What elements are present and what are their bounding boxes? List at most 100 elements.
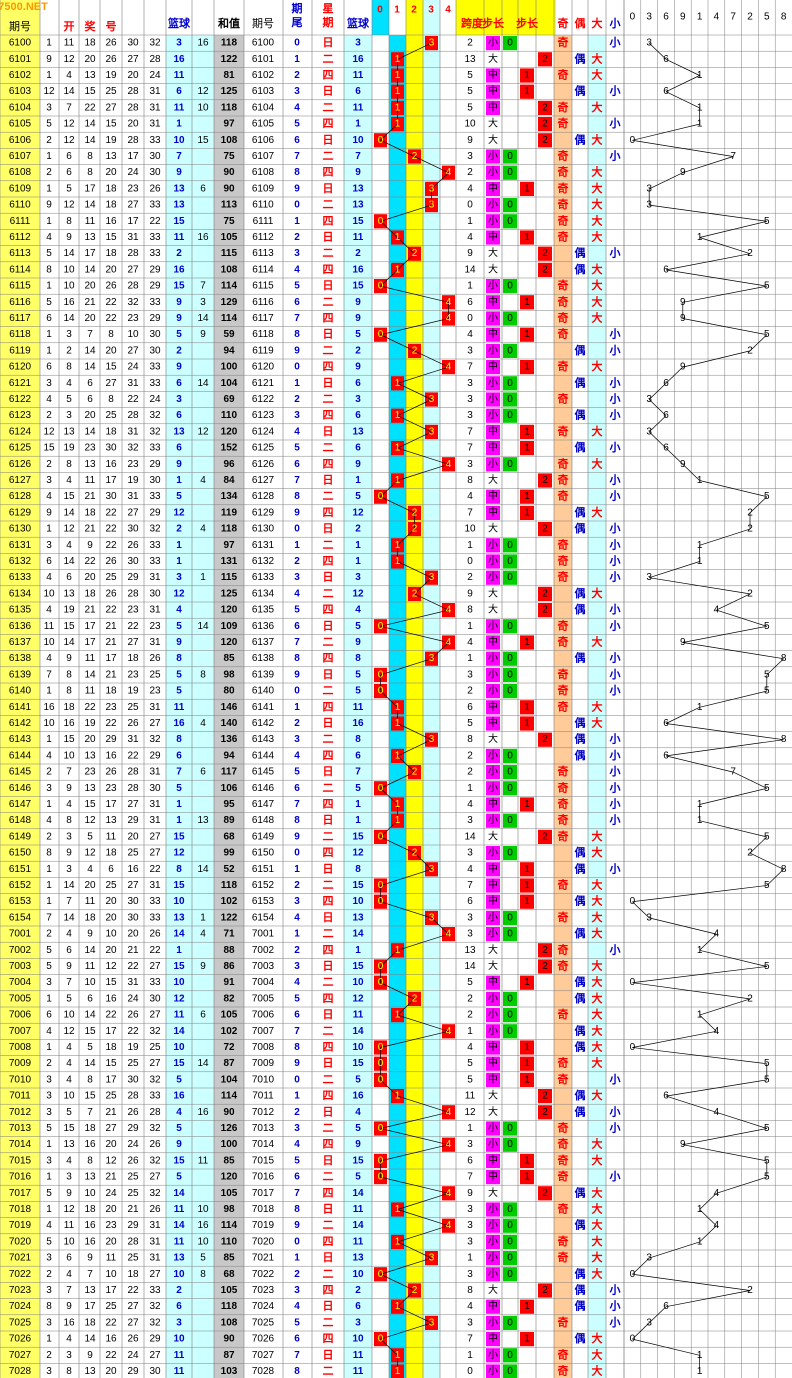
order-trend-line [699, 949, 767, 967]
step-marker-label: 0 [507, 1366, 513, 1377]
step-marker [503, 36, 517, 51]
row-ball: 28 [127, 248, 139, 259]
row-tail: 2 [294, 232, 300, 243]
step-marker-label: 2 [542, 524, 548, 535]
digit-marker-label: 1 [395, 1301, 401, 1312]
table-row: 6145 2 7 23 26 28 31 7 6 117 6145 5 日 7 2 2 小 0 奇小 7 [9, 764, 737, 778]
table-row: 6115 1 10 20 26 28 29 15 7 114 6115 5 日 15 0 1 小 0 奇大 5 [9, 278, 770, 292]
even-mark: 偶 [575, 1185, 586, 1199]
odd-mark: 奇 [558, 570, 569, 584]
order-marker: 5 [764, 329, 770, 340]
digit-trend-line [397, 431, 432, 449]
table-row: 6117 6 14 20 22 23 29 9 14 114 6117 7 四 9 4 0 小 0 奇大 9 [9, 311, 686, 325]
row-ball: 20 [84, 313, 96, 324]
step-marker-label: 0 [507, 669, 513, 680]
row-ball: 9 [66, 848, 72, 859]
row-ball: 4 [46, 750, 52, 761]
digit-trend-line [397, 1192, 449, 1210]
row-ball: 29 [127, 572, 139, 583]
row-basketball-tail: 5 [355, 491, 361, 502]
digit-marker-label: 3 [429, 1317, 435, 1328]
header-weekday: 星 [323, 2, 334, 15]
header-order-digit: 8 [781, 12, 787, 23]
row-ball: 25 [127, 1172, 139, 1183]
order-marker: 2 [747, 524, 753, 535]
row-ball: 5 [46, 1236, 52, 1247]
row-ball: 2 [46, 1058, 52, 1069]
size-marker-label: 中 [488, 894, 498, 907]
step-marker-label: 2 [542, 135, 548, 146]
row-ball: 4 [66, 1334, 72, 1345]
digit-marker-label: 1 [395, 1204, 401, 1215]
row-issue: 6121 [9, 378, 32, 389]
order-trend-line [699, 528, 751, 546]
row-ball: 30 [149, 1366, 161, 1377]
row-issue2: 6129 [252, 507, 275, 518]
even-mark: 偶 [575, 132, 586, 146]
row-basketball-tail: 15 [352, 1058, 364, 1069]
row-basketball: 1 [176, 815, 182, 826]
row-ball: 26 [105, 54, 117, 65]
odd-mark: 奇 [558, 294, 569, 308]
row-span: 3 [467, 410, 473, 421]
row-issue2: 6108 [252, 167, 275, 178]
row-ball: 24 [127, 993, 139, 1004]
row-issue: 6123 [9, 410, 32, 421]
row-weekday: 二 [323, 1366, 334, 1378]
row-ball: 15 [84, 1091, 96, 1102]
row-ball: 19 [63, 605, 75, 616]
row-tail: 0 [294, 200, 300, 211]
row-ball: 3 [46, 475, 52, 486]
row-basketball2: 1 [200, 912, 206, 923]
row-sum: 118 [221, 1301, 238, 1312]
row-issue: 7010 [9, 1074, 32, 1085]
row-basketball: 5 [176, 686, 182, 697]
row-ball: 10 [63, 1091, 75, 1102]
size-marker-label: 中 [488, 1072, 498, 1085]
size-marker [486, 1153, 500, 1168]
row-weekday: 二 [323, 53, 334, 65]
row-weekday: 日 [323, 717, 334, 730]
digit-marker-label: 1 [395, 540, 401, 551]
digit-trend-line [397, 528, 415, 546]
row-sum: 87 [223, 1058, 235, 1069]
row-sum: 117 [221, 767, 238, 778]
size-marker-label: 中 [488, 975, 498, 988]
row-issue2: 6115 [252, 281, 274, 292]
digit-trend-line [380, 771, 415, 789]
row-basketball-tail: 13 [352, 183, 364, 194]
step-marker-label: 0 [507, 345, 513, 356]
row-tail: 7 [294, 799, 300, 810]
row-weekday: 四 [323, 1284, 334, 1297]
row-issue: 7005 [9, 993, 32, 1004]
row-span: 10 [464, 524, 476, 535]
order-trend-line [682, 350, 751, 368]
row-sum: 118 [221, 524, 238, 535]
odd-mark: 奇 [558, 699, 569, 713]
table-row: 6135 4 19 21 22 23 31 4 120 6135 5 四 4 4 8 大 2 偶小 4 [9, 602, 720, 616]
row-ball: 14 [63, 880, 75, 891]
row-ball: 1 [46, 151, 52, 162]
row-span: 3 [467, 912, 473, 923]
size-marker [486, 343, 500, 358]
row-ball: 20 [105, 1139, 117, 1150]
order-marker: 0 [630, 977, 636, 988]
row-tail: 5 [294, 605, 300, 616]
even-mark: 偶 [575, 1266, 586, 1280]
size-marker-label: 小 [488, 215, 498, 227]
row-ball: 29 [149, 459, 161, 470]
size-marker [486, 975, 500, 990]
digit-marker-label: 0 [378, 1074, 384, 1085]
row-ball: 11 [85, 961, 96, 972]
even-mark: 偶 [575, 521, 586, 535]
order-trend-line [699, 933, 717, 951]
row-ball: 30 [149, 783, 161, 794]
step-marker-label: 0 [507, 686, 513, 697]
row-basketball: 5 [176, 1074, 182, 1085]
odd-mark: 奇 [558, 68, 569, 82]
row-weekday: 二 [323, 880, 334, 892]
row-ball: 31 [127, 491, 139, 502]
digit-marker-label: 0 [378, 896, 384, 907]
row-tail: 3 [294, 734, 300, 745]
table-row: 6104 3 7 22 27 28 31 11 10 118 6104 4 二 11 1 5 中 2 奇大 1 [9, 100, 703, 114]
